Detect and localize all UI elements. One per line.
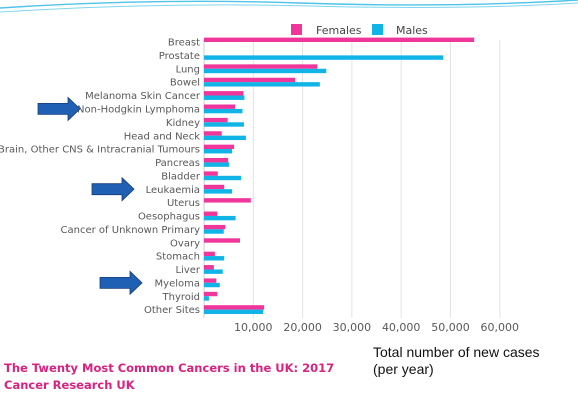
x-tick-label: 20,000 (283, 321, 322, 334)
bar-males (204, 108, 243, 114)
category-label: Oesophagus (138, 212, 200, 223)
category-label: Cancer of Unknown Primary (61, 225, 201, 236)
bar-males (204, 55, 444, 60)
legend-label-males: Males (396, 24, 428, 37)
x-tick-label: 60,000 (481, 321, 520, 334)
bar-females (204, 278, 217, 283)
category-label: Uterus (167, 198, 200, 209)
bar-females (204, 305, 265, 310)
x-axis-title-line2: (per year) (373, 361, 434, 377)
bar-males (204, 149, 233, 154)
bar-males (204, 95, 245, 100)
category-labels: Breast Prostate Lung Bowel Melanoma Skin Can… (0, 38, 201, 317)
category-label: Leukaemia (146, 185, 200, 196)
category-label: Pancreas (155, 158, 200, 169)
x-tick-label: 30,000 (333, 321, 372, 334)
bar-females (204, 77, 296, 83)
legend-swatch-females (291, 24, 302, 35)
decorative-header-curve (0, 0, 578, 13)
category-label: Brain, Other CNS & Intracranial Tumours (0, 145, 200, 156)
bar-males (204, 256, 225, 261)
source-name: Cancer Research UK (4, 378, 135, 392)
category-label: Myeloma (155, 278, 200, 289)
bar-males (204, 175, 241, 181)
x-tick-label: 40,000 (382, 321, 421, 334)
x-axis-title-line1: Total number of new cases (373, 344, 540, 360)
category-label: Bowel (170, 78, 200, 89)
bar-males (204, 309, 264, 314)
bar-females (204, 144, 235, 150)
bar-males (204, 68, 327, 74)
cancer-incidence-bar-chart: Females Males Breast Prostate Lung Bowel Mel… (0, 24, 519, 334)
bar-males (204, 162, 230, 167)
bar-males (204, 269, 223, 274)
bar-females (204, 184, 225, 190)
bar-females (204, 131, 222, 136)
category-label: Kidney (166, 118, 200, 129)
bar-females (204, 37, 475, 42)
bar-females (204, 224, 226, 230)
bar-females (204, 64, 318, 69)
bar-females (204, 291, 218, 297)
x-tick-label: 50,000 (431, 321, 470, 334)
category-label: Lung (176, 64, 200, 75)
bar-males (204, 82, 320, 87)
bar-females (204, 158, 229, 163)
category-label: Other Sites (144, 305, 200, 316)
bar-females (204, 265, 214, 270)
category-label: Thyroid (162, 292, 201, 303)
bar-females (204, 91, 244, 96)
category-label: Prostate (159, 51, 200, 62)
highlight-arrows (37, 96, 143, 296)
bar-females (204, 251, 215, 257)
highlight-arrow (37, 96, 81, 122)
bar-females (204, 104, 236, 109)
bars (204, 37, 475, 314)
category-label: Melanoma Skin Cancer (85, 91, 201, 102)
bar-females (204, 211, 218, 216)
category-label: Liver (175, 265, 200, 276)
category-label: Head and Neck (124, 131, 200, 142)
source-title: The Twenty Most Common Cancers in the UK… (4, 361, 335, 375)
x-axis-title: Total number of new cases (per year) (373, 344, 573, 378)
bar-females (204, 171, 218, 176)
bar-males (204, 122, 244, 127)
bar-males (204, 296, 209, 301)
bar-males (204, 135, 246, 141)
x-tick-label: 10,000 (234, 321, 273, 334)
bar-males (204, 282, 220, 288)
bar-males (204, 229, 224, 234)
bar-females (204, 117, 228, 123)
x-axis-ticks: 10,000 20,000 30,000 40,000 50,000 60,000 (234, 321, 519, 334)
highlight-arrow (99, 270, 143, 296)
category-label: Bladder (161, 171, 201, 182)
bar-females (204, 198, 251, 203)
bar-females (204, 238, 240, 243)
legend-swatch-males (372, 24, 383, 35)
bar-males (204, 215, 236, 221)
source-caption: The Twenty Most Common Cancers in the UK… (4, 360, 364, 394)
highlight-arrow (91, 176, 135, 202)
bar-males (204, 189, 233, 194)
category-label: Stomach (156, 252, 200, 263)
legend: Females Males (291, 24, 428, 37)
category-label: Non-Hodgkin Lymphoma (77, 105, 200, 116)
category-label: Breast (168, 38, 200, 49)
category-label: Ovary (170, 238, 200, 249)
legend-label-females: Females (316, 24, 362, 37)
